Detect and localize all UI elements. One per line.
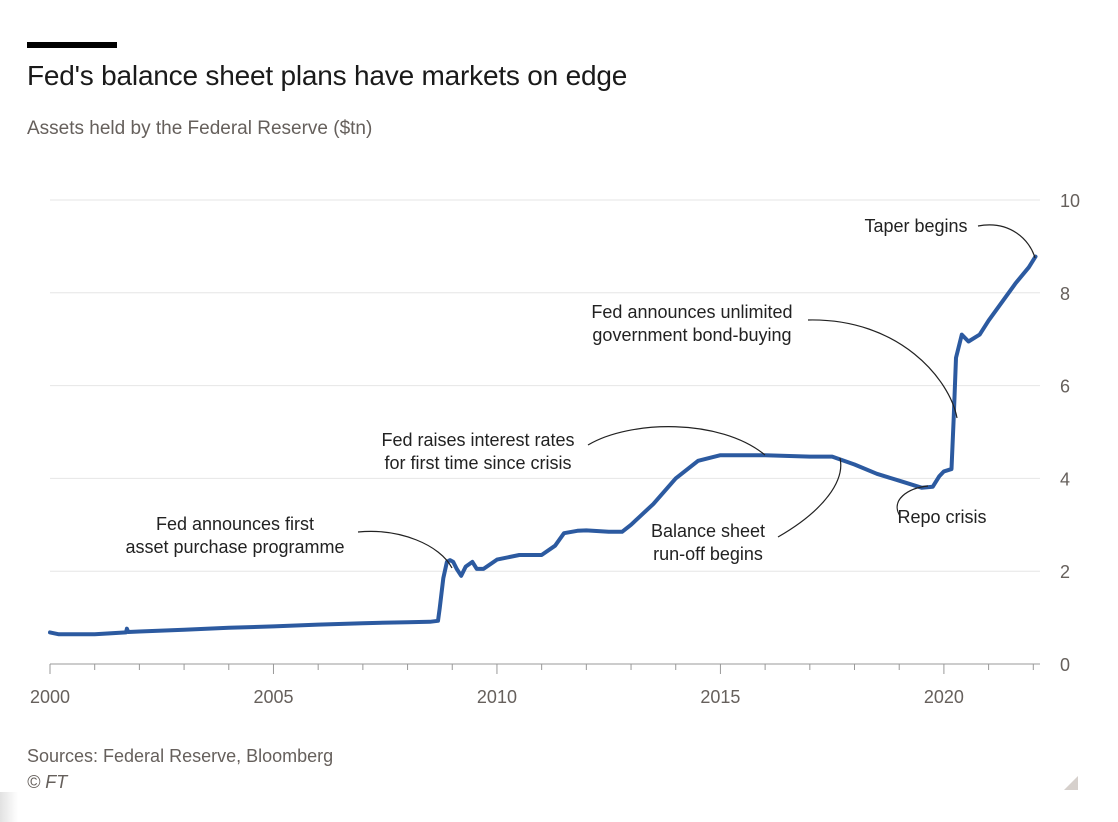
- x-tick-label-2000: 2000: [30, 687, 70, 707]
- annotation-line: Fed announces unlimited: [591, 302, 792, 322]
- y-tick-label-2: 2: [1060, 562, 1070, 582]
- resize-grip[interactable]: [1064, 776, 1078, 790]
- annotation-label-3: Fed announces unlimited government bond-b…: [591, 302, 792, 345]
- annotation-label-1: Fed raises interest rates for first time …: [381, 430, 574, 473]
- annotation-line: for first time since crisis: [384, 453, 571, 473]
- corner-shadow: [0, 792, 18, 822]
- source-note: Sources: Federal Reserve, Bloomberg: [27, 746, 334, 766]
- annotation-label-2: Balance sheet run-off begins: [651, 521, 765, 564]
- annotation-leader-5: [977, 224, 1036, 259]
- y-tick-label-6: 6: [1060, 377, 1070, 397]
- annotation-line: Repo crisis: [897, 507, 986, 527]
- annotation-line: run-off begins: [653, 544, 763, 564]
- x-tick-label-2010: 2010: [477, 687, 517, 707]
- brand-bar: [27, 42, 117, 48]
- x-tick-label-2005: 2005: [253, 687, 293, 707]
- annotation-leader-4: [896, 485, 929, 517]
- x-tick-label-2015: 2015: [700, 687, 740, 707]
- copyright-note: © FT: [27, 772, 68, 792]
- annotation-label-0: Fed announces first asset purchase progra…: [125, 514, 344, 557]
- annotation-line: Fed announces first: [156, 514, 314, 534]
- annotation-leader-0: [357, 530, 453, 569]
- annotation-label-5: Taper begins: [864, 216, 967, 236]
- y-tick-label-10: 10: [1060, 191, 1080, 211]
- y-tick-label-0: 0: [1060, 655, 1070, 675]
- annotation-line: Taper begins: [864, 216, 967, 236]
- annotation-line: asset purchase programme: [125, 537, 344, 557]
- annotation-line: Balance sheet: [651, 521, 765, 541]
- y-tick-label-4: 4: [1060, 469, 1070, 489]
- chart-subtitle: Assets held by the Federal Reserve ($tn): [27, 118, 373, 139]
- annotation-leader-3: [807, 319, 958, 419]
- annotation-leader-2: [777, 457, 842, 538]
- chart-title: Fed's balance sheet plans have markets o…: [27, 60, 628, 91]
- series-line-0: [48, 254, 1038, 637]
- annotation-line: government bond-buying: [592, 325, 791, 345]
- annotation-line: Fed raises interest rates: [381, 430, 574, 450]
- annotation-label-4: Repo crisis: [897, 507, 986, 527]
- annotation-leader-1: [587, 426, 766, 456]
- y-tick-label-8: 8: [1060, 284, 1070, 304]
- x-tick-label-2020: 2020: [924, 687, 964, 707]
